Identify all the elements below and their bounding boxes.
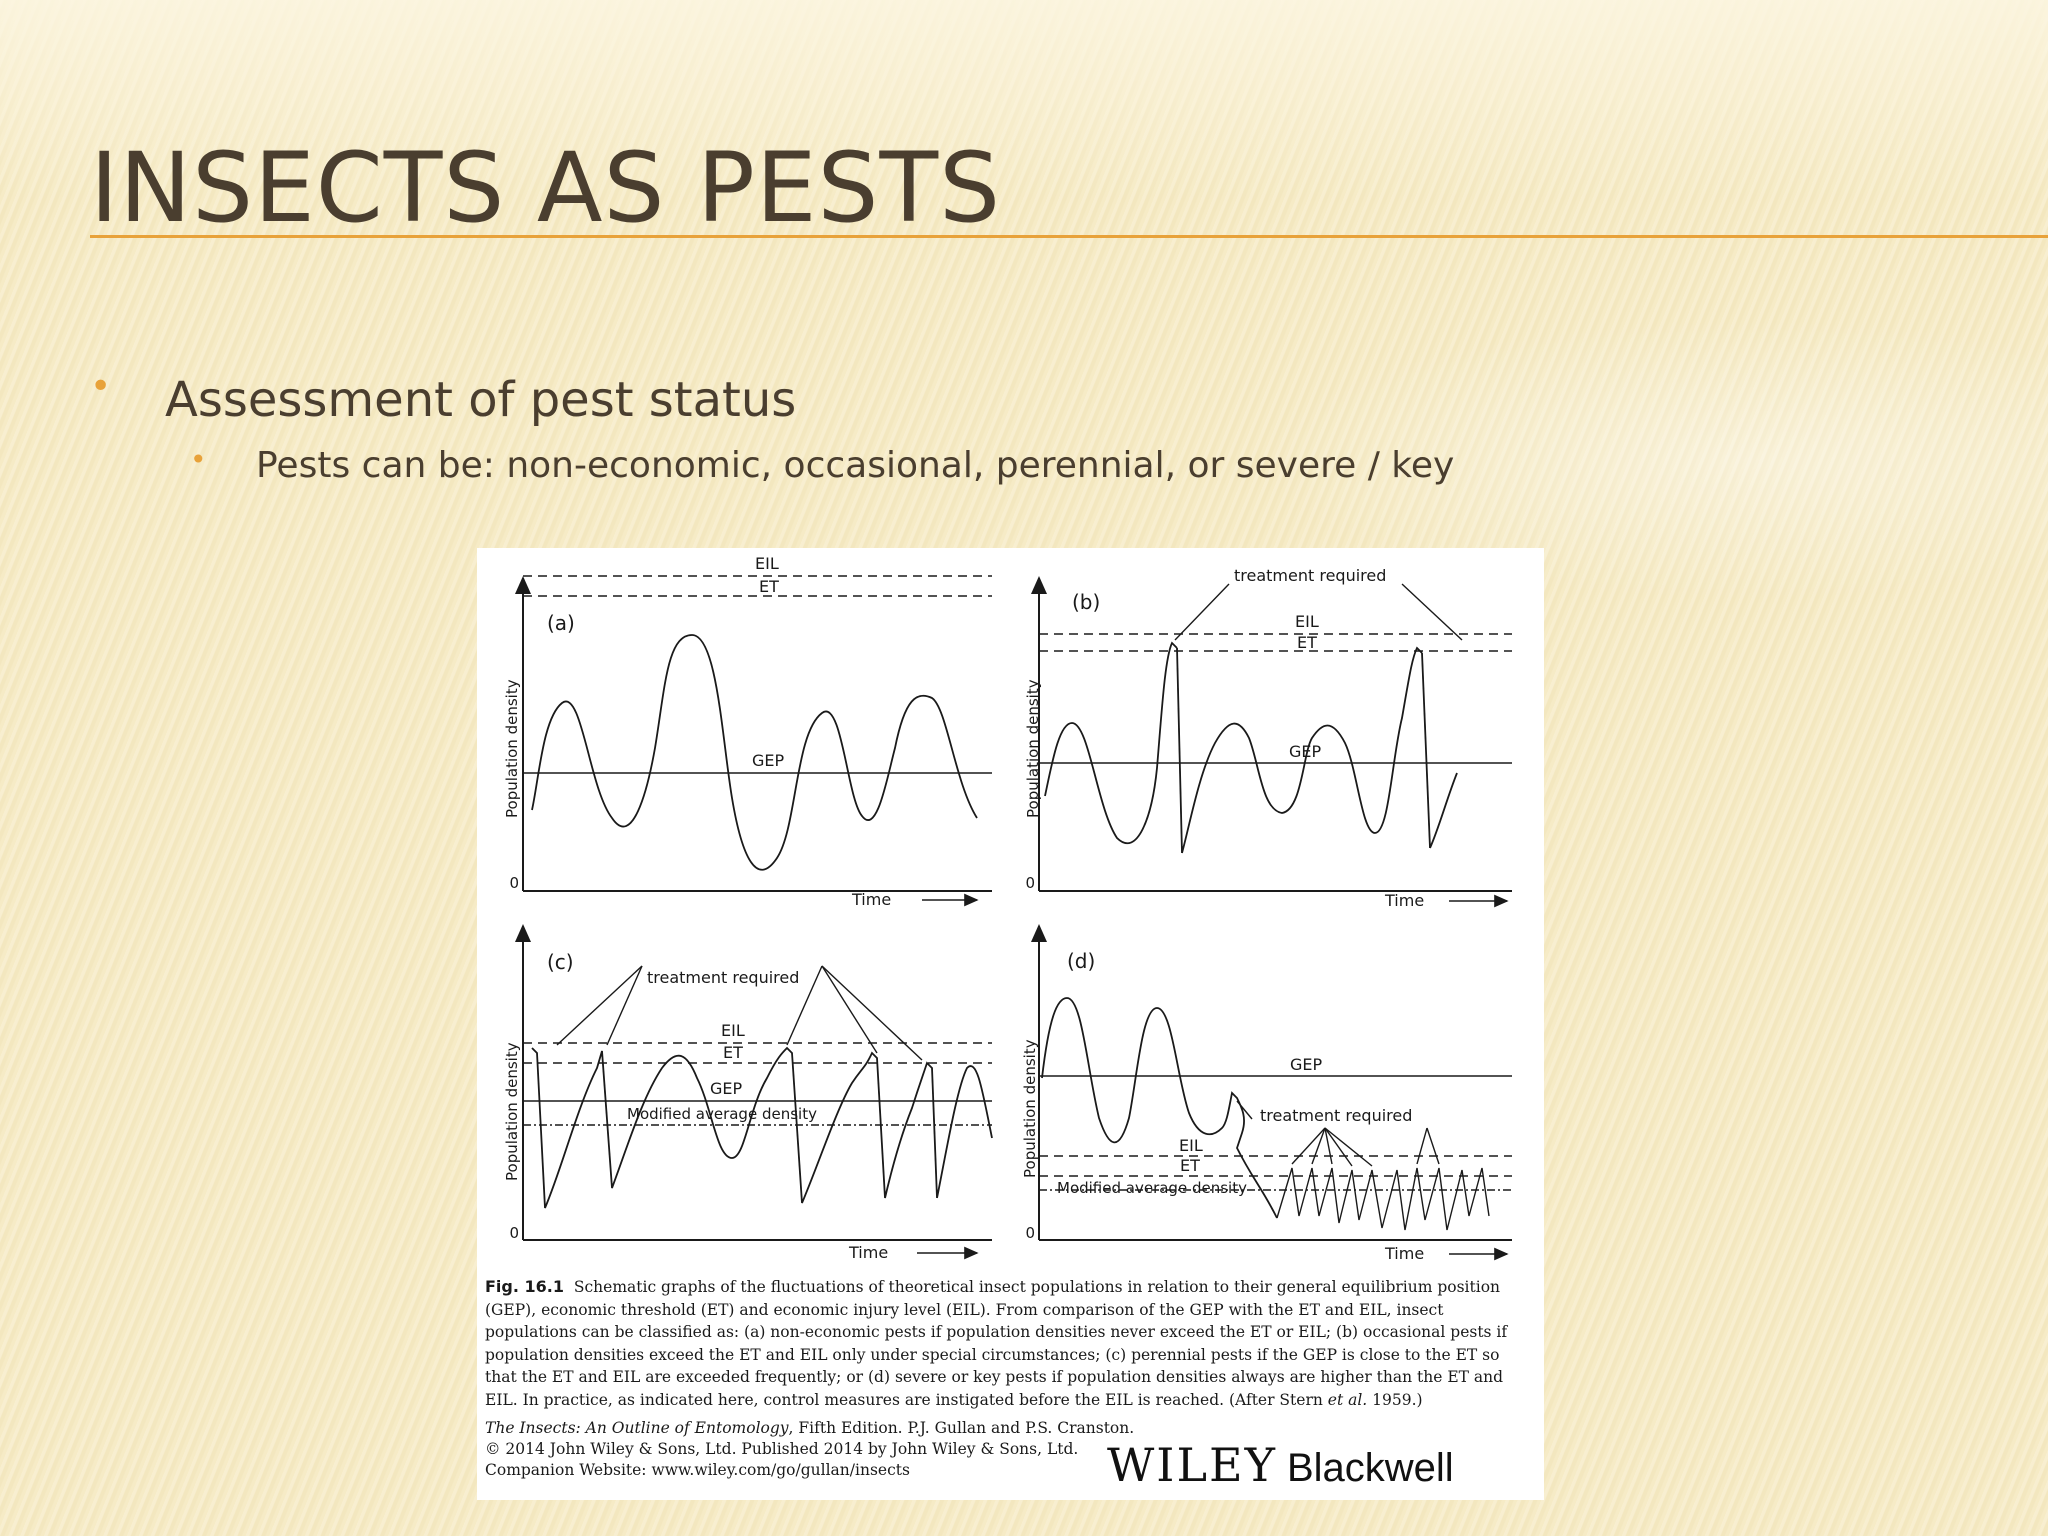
zero-label: 0: [1025, 874, 1035, 892]
annotation-label: treatment required: [1260, 1106, 1412, 1125]
annotation-pointer: [1324, 1127, 1333, 1165]
gep-label: GEP: [1290, 1055, 1323, 1074]
panel-label: (b): [1072, 590, 1100, 614]
annotation-pointer: [1291, 1127, 1326, 1165]
book-details: , Fifth Edition. P.J. Gullan and P.S. Cr…: [788, 1419, 1135, 1437]
annotation-label: treatment required: [647, 968, 799, 987]
zero-label: 0: [509, 874, 519, 892]
mad-label: Modified average density: [627, 1105, 817, 1123]
treatment-dropline: [931, 1067, 938, 1199]
treatment-dropline: [1176, 647, 1183, 854]
et-label: ET: [1180, 1156, 1200, 1175]
x-axis-label: Time: [848, 1243, 888, 1262]
panel-a: EIL ET GEP (a) 0 Population density Time: [503, 554, 992, 909]
book-citation: The Insects: An Outline of Entomology, F…: [485, 1418, 1134, 1439]
annotation-pointer: [1311, 1127, 1326, 1165]
annotation-pointer: [1236, 1100, 1253, 1120]
bullet-level2-text: Pests can be: non-economic, occasional, …: [256, 445, 1455, 486]
treatment-dropline: [601, 1050, 613, 1189]
treatment-dropline: [1421, 652, 1431, 849]
wiley-wordmark: WILEY: [1107, 1438, 1277, 1492]
annotation-pointer: [1401, 583, 1463, 641]
annotation-pointer: [821, 965, 923, 1061]
population-curve: [531, 634, 978, 871]
panel-b: treatment required EIL ET GEP (b) 0 Popu…: [1024, 566, 1512, 910]
treatment-dropline: [876, 1057, 886, 1199]
eil-label: EIL: [1295, 612, 1319, 631]
zero-label: 0: [1025, 1224, 1035, 1242]
figure-16-1: EIL ET GEP (a) 0 Population density Time…: [477, 548, 1544, 1500]
pest-population-graphs: EIL ET GEP (a) 0 Population density Time…: [503, 554, 1512, 1263]
panel-c: treatment required EIL ET GEP Modified a…: [503, 924, 993, 1262]
caption-text-end: 1959.): [1367, 1390, 1423, 1409]
bullet-glyph: •: [90, 366, 112, 407]
caption-text: Schematic graphs of the fluctuations of …: [485, 1278, 1508, 1409]
copyright-line: © 2014 John Wiley & Sons, Ltd. Published…: [485, 1440, 1079, 1458]
annotation-pointer: [1416, 1127, 1428, 1165]
population-curve: [531, 1046, 993, 1209]
zero-label: 0: [509, 1224, 519, 1242]
bullet-level1-text: Assessment of pest status: [165, 372, 797, 428]
annotation-pointer: [1324, 1127, 1373, 1167]
companion-website: Companion Website: www.wiley.com/go/gull…: [485, 1461, 910, 1479]
treatment-sawtooth: [1276, 1167, 1490, 1231]
treatment-dropline: [536, 1052, 546, 1209]
caption-et-al: et al.: [1327, 1390, 1368, 1409]
eil-label: EIL: [721, 1021, 745, 1040]
figure-caption: Fig. 16.1 Schematic graphs of the fluctu…: [485, 1276, 1535, 1411]
et-label: ET: [1297, 633, 1317, 652]
y-axis-label: Population density: [1021, 1039, 1039, 1178]
figure-number: Fig. 16.1: [485, 1277, 564, 1296]
y-axis-label: Population density: [503, 1042, 521, 1181]
x-axis-label: Time: [1384, 891, 1424, 910]
panel-label: (a): [547, 611, 575, 635]
figure-credits: The Insects: An Outline of Entomology, F…: [485, 1418, 1134, 1481]
bullet-glyph: •: [190, 443, 207, 476]
eil-label: EIL: [755, 554, 779, 573]
annotation-pointer: [1426, 1127, 1440, 1165]
panel-d: treatment required GEP EIL ET Modified a…: [1021, 924, 1512, 1263]
annotation-pointer: [1324, 1127, 1353, 1167]
x-axis-label: Time: [1384, 1244, 1424, 1263]
publisher-logo: WILEY Blackwell: [1107, 1438, 1454, 1492]
title-underline: [90, 235, 2048, 238]
population-curve: [1044, 641, 1458, 854]
book-title: The Insects: An Outline of Entomology: [485, 1419, 789, 1437]
et-label: ET: [723, 1043, 743, 1062]
slide-title: INSECTS AS PESTS: [90, 132, 1002, 244]
annotation-pointer: [556, 965, 643, 1046]
panel-label: (c): [547, 950, 574, 974]
panel-label: (d): [1067, 949, 1095, 973]
y-axis-label: Population density: [1024, 679, 1042, 818]
mad-label: Modified average density: [1057, 1179, 1247, 1197]
annotation-pointer: [606, 965, 643, 1046]
y-axis-label: Population density: [503, 679, 521, 818]
x-axis-label: Time: [851, 890, 891, 909]
annotation-pointer: [786, 965, 823, 1046]
et-label: ET: [759, 577, 779, 596]
annotation-pointer: [821, 965, 878, 1054]
annotation-pointer: [1174, 583, 1230, 641]
population-curve: [1041, 997, 1278, 1219]
annotation-label: treatment required: [1234, 566, 1386, 585]
eil-label: EIL: [1179, 1136, 1203, 1155]
treatment-dropline: [791, 1052, 803, 1204]
gep-label: GEP: [710, 1079, 743, 1098]
gep-label: GEP: [1289, 742, 1322, 761]
blackwell-wordmark: Blackwell: [1286, 1446, 1454, 1490]
gep-label: GEP: [752, 751, 785, 770]
